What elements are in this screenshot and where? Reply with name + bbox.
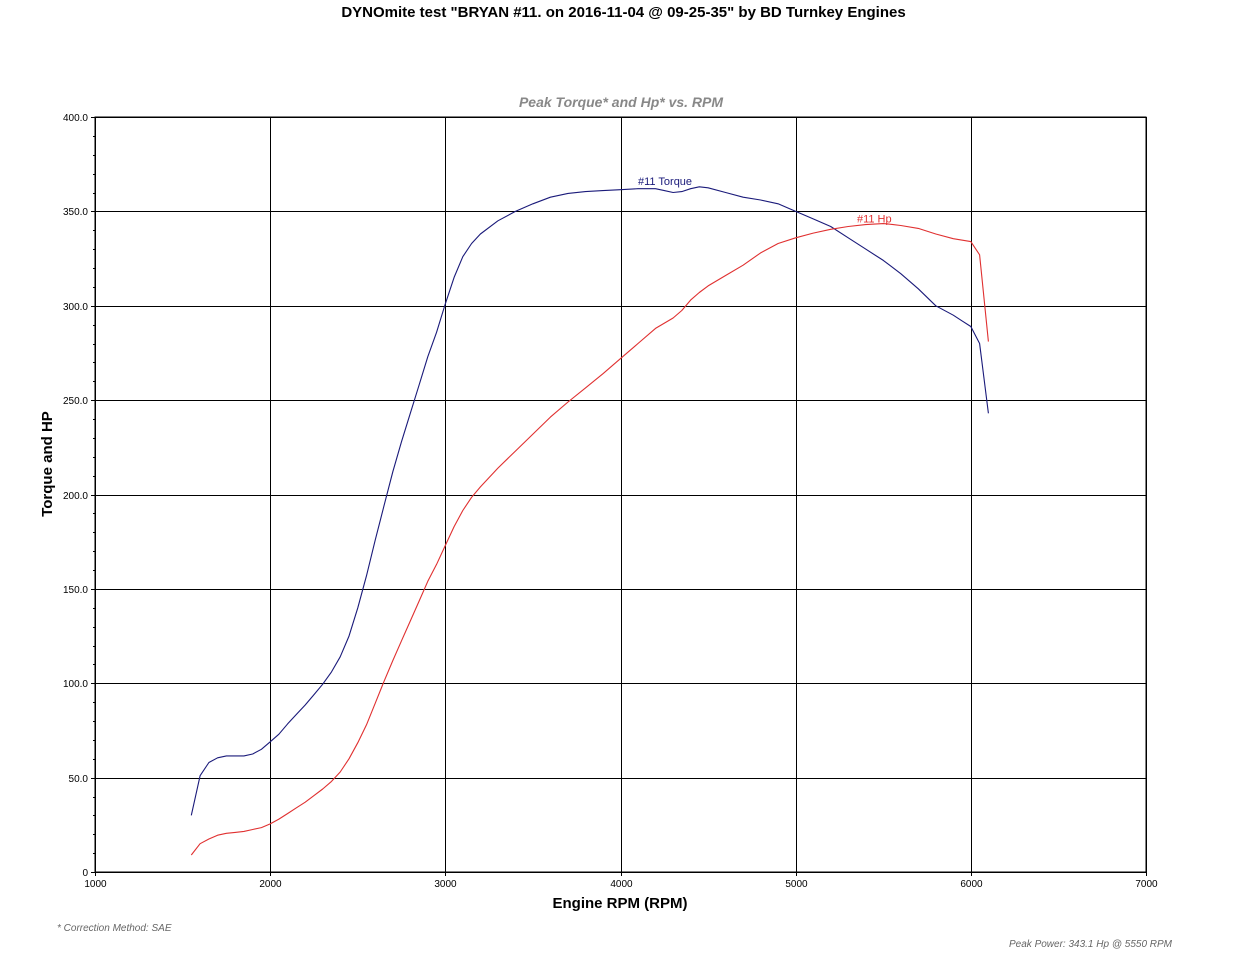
peak-power-note: Peak Power: 343.1 Hp @ 5550 RPM (1009, 939, 1173, 950)
y-tick-label: 0 (82, 868, 88, 879)
series-label-0: #11 Torque (638, 176, 692, 188)
x-tick-label: 2000 (259, 879, 282, 890)
x-axis-label: Engine RPM (RPM) (553, 895, 688, 912)
y-tick-label: 250.0 (63, 396, 88, 407)
x-tick-label: 3000 (434, 879, 457, 890)
y-tick-label: 400.0 (63, 113, 88, 124)
gridlines (95, 117, 1147, 873)
x-tick-label: 4000 (610, 879, 633, 890)
chart-title: Peak Torque* and Hp* vs. RPM (519, 94, 723, 110)
y-tick-label: 150.0 (63, 585, 88, 596)
y-tick-label: 350.0 (63, 207, 88, 218)
series-line-1 (190, 223, 989, 856)
y-axis-label: Torque and HP (39, 411, 56, 517)
y-tick-label: 200.0 (63, 491, 88, 502)
y-tick-label: 50.0 (69, 774, 89, 785)
series-labels: #11 Torque #11 Hp (638, 176, 892, 226)
series-lines (190, 186, 989, 856)
x-tick-label: 6000 (960, 879, 983, 890)
page-title: DYNOmite test "BRYAN #11. on 2016-11-04 … (341, 4, 906, 21)
y-tick-label: 300.0 (63, 302, 88, 313)
plot-area (94, 116, 1147, 873)
x-tick-label: 1000 (84, 879, 107, 890)
x-tick-label: 5000 (785, 879, 808, 890)
axis-ticks: 1000 2000 3000 4000 5000 6000 7000 0 50.0 100.0 15… (63, 113, 1158, 890)
series-label-1: #11 Hp (857, 214, 892, 226)
x-tick-label: 7000 (1135, 879, 1158, 890)
y-tick-label: 100.0 (63, 679, 88, 690)
correction-method-note: * Correction Method: SAE (57, 923, 172, 934)
series-line-0 (190, 186, 989, 816)
